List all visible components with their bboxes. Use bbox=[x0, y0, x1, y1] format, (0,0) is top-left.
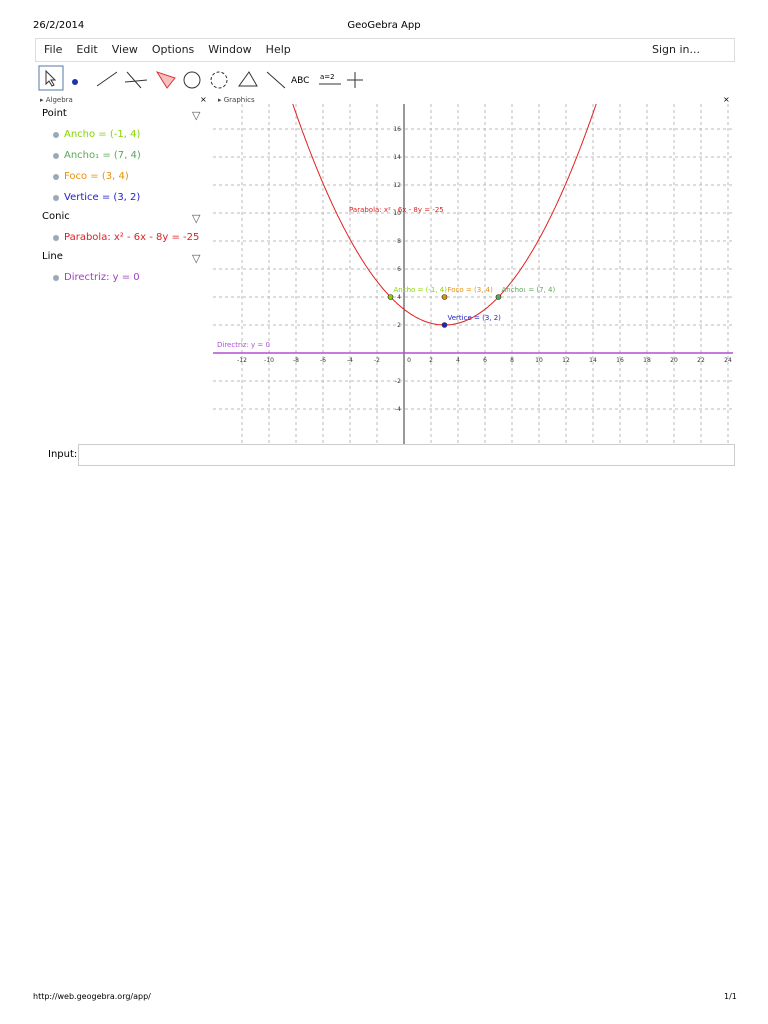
page-title: GeoGebra App bbox=[347, 20, 421, 31]
x-tick-label: 4 bbox=[456, 357, 460, 364]
input-label: Input: bbox=[48, 449, 78, 460]
group-name: Point bbox=[42, 108, 67, 119]
graphics-title: ▸ Graphics bbox=[218, 96, 255, 104]
point-label: Ancho₁ = (7, 4) bbox=[502, 286, 556, 294]
group-toggle[interactable]: ▽ bbox=[192, 109, 201, 122]
x-tick-label: 12 bbox=[562, 357, 570, 364]
tool-reflect[interactable] bbox=[266, 71, 286, 89]
algebra-item: Vertice = (3, 2) bbox=[64, 192, 141, 203]
point-label: Ancho = (-1, 4) bbox=[394, 286, 448, 294]
menu-item[interactable]: File bbox=[44, 43, 63, 56]
menu-item[interactable]: Help bbox=[265, 43, 291, 56]
tool-line[interactable] bbox=[96, 71, 118, 87]
x-tick-label: 6 bbox=[483, 357, 487, 364]
bullet[interactable] bbox=[53, 235, 59, 241]
tool-move[interactable] bbox=[38, 65, 64, 91]
parabola-label: Parabola: x² - 6x - 8y = -25 bbox=[349, 206, 444, 214]
menu-item[interactable]: Window bbox=[208, 43, 252, 56]
bullet[interactable] bbox=[53, 195, 59, 201]
tool-point[interactable] bbox=[72, 79, 78, 85]
y-tick-label: 12 bbox=[393, 182, 401, 189]
parabola bbox=[292, 104, 597, 326]
tool-text[interactable]: ABC bbox=[291, 76, 309, 86]
graphics-view: -12 -10 -8 -6 -4 -2 0 2 4 6 8 10 12 14 16 18 20 22 24-4-22… bbox=[213, 104, 733, 444]
bullet[interactable] bbox=[53, 174, 59, 180]
x-tick-label: 20 bbox=[670, 357, 678, 364]
x-tick-label: 2 bbox=[429, 357, 433, 364]
tool-angle[interactable] bbox=[238, 71, 258, 87]
tool-move-view[interactable] bbox=[347, 72, 363, 88]
y-tick-label: 6 bbox=[397, 266, 401, 273]
x-tick-label: 22 bbox=[697, 357, 705, 364]
x-tick-label: 16 bbox=[616, 357, 624, 364]
x-tick-label: 24 bbox=[724, 357, 732, 364]
bullet[interactable] bbox=[53, 275, 59, 281]
point bbox=[495, 294, 502, 300]
x-tick-label: -12 bbox=[237, 357, 247, 364]
x-tick-label: 8 bbox=[510, 357, 514, 364]
tool-slider[interactable]: a=2 bbox=[320, 73, 335, 81]
algebra-title-text: Algebra bbox=[45, 96, 73, 104]
tool-polygon[interactable] bbox=[155, 71, 176, 89]
y-tick-label: 4 bbox=[397, 294, 401, 301]
menu-item[interactable]: View bbox=[111, 43, 138, 56]
point-label: Vertice = (3, 2) bbox=[448, 314, 502, 322]
bullet[interactable] bbox=[53, 132, 59, 138]
algebra-item: Directriz: y = 0 bbox=[64, 272, 140, 283]
algebra-item: Parabola: x² - 6x - 8y = -25 bbox=[64, 232, 200, 243]
algebra-item: Ancho₁ = (7, 4) bbox=[64, 150, 141, 161]
y-tick-label: 8 bbox=[397, 238, 401, 245]
algebra-item: Ancho = (-1, 4) bbox=[64, 129, 141, 140]
y-tick-label: -2 bbox=[395, 378, 401, 385]
y-tick-label: 10 bbox=[393, 210, 401, 217]
y-tick-label: 14 bbox=[393, 154, 401, 161]
footer-url: http://web.geogebra.org/app/ bbox=[33, 992, 151, 1001]
toolbar: ABC a=2 bbox=[38, 65, 363, 91]
graphics-title-text: Graphics bbox=[223, 96, 255, 104]
footer-page: 1/1 bbox=[724, 992, 737, 1001]
point bbox=[441, 322, 448, 328]
group-name: Conic bbox=[42, 211, 70, 222]
menu-bar bbox=[35, 38, 735, 62]
group-toggle[interactable]: ▽ bbox=[192, 252, 201, 265]
x-tick-label: 10 bbox=[535, 357, 543, 364]
menu-item[interactable]: Edit bbox=[76, 43, 98, 56]
y-tick-label: 16 bbox=[393, 126, 401, 133]
input-field[interactable] bbox=[78, 444, 735, 466]
bullet[interactable] bbox=[53, 153, 59, 159]
x-tick-label: -2 bbox=[374, 357, 380, 364]
menu: File Edit View Options Window Help bbox=[44, 43, 291, 56]
tool-ellipse[interactable] bbox=[210, 71, 228, 89]
y-tick-label: -4 bbox=[395, 406, 401, 413]
arrow-icon bbox=[45, 69, 57, 87]
point-label: Foco = (3, 4) bbox=[448, 286, 494, 294]
algebra-item: Foco = (3, 4) bbox=[64, 171, 129, 182]
x-tick-label: 18 bbox=[643, 357, 651, 364]
x-tick-label: -6 bbox=[320, 357, 326, 364]
sign-in[interactable]: Sign in... bbox=[652, 43, 701, 56]
directrix-label: Directriz: y = 0 bbox=[217, 341, 270, 349]
date: 26/2/2014 bbox=[33, 20, 85, 31]
menu-item[interactable]: Options bbox=[151, 43, 195, 56]
point bbox=[387, 294, 394, 300]
tool-perp[interactable] bbox=[124, 71, 148, 89]
x-tick-label: 14 bbox=[589, 357, 597, 364]
y-tick-label: 2 bbox=[397, 322, 401, 329]
x-tick-label: 0 bbox=[407, 357, 411, 364]
group-name: Line bbox=[42, 251, 63, 262]
tool-circle[interactable] bbox=[183, 71, 201, 89]
group-toggle[interactable]: ▽ bbox=[192, 212, 201, 225]
x-tick-label: -4 bbox=[347, 357, 353, 364]
algebra-title: ▸ Algebra bbox=[40, 96, 73, 104]
point bbox=[441, 294, 448, 300]
close-algebra[interactable]: × bbox=[200, 95, 207, 104]
close-graphics[interactable]: × bbox=[723, 95, 730, 104]
x-tick-label: -10 bbox=[264, 357, 274, 364]
x-tick-label: -8 bbox=[293, 357, 299, 364]
